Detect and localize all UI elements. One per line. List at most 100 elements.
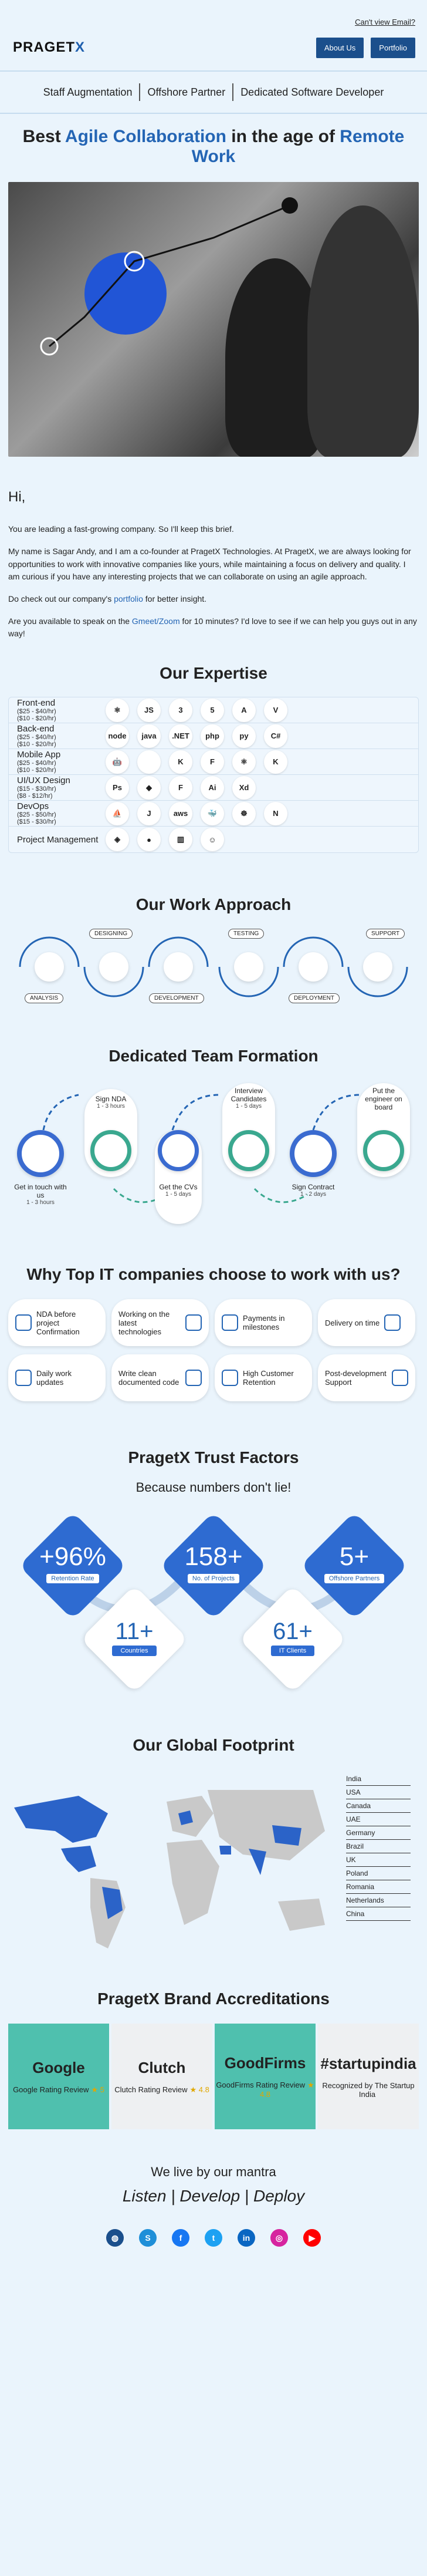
twitter-icon[interactable]: t <box>205 2229 222 2247</box>
why-card-icon <box>185 1370 202 1386</box>
service-tags: Staff Augmentation Offshore Partner Dedi… <box>0 77 427 107</box>
trello-icon: ▥ <box>169 828 192 851</box>
step-text: Get the CVs <box>159 1183 198 1191</box>
expertise-row: Back-end ($25 - $40/hr) ($10 - $20/hr) node… <box>9 723 418 749</box>
world-map-graphic <box>14 1790 325 1948</box>
stat-clients: 61+ IT Clients <box>240 1619 345 1656</box>
why-card: Write clean documented code <box>111 1354 209 1401</box>
js-icon: JS <box>137 698 161 722</box>
step-interview: Interview Candidates 1 - 5 days <box>219 1087 278 1110</box>
accreditations-title: PragetX Brand Accreditations <box>97 1990 330 2008</box>
php-icon: php <box>201 724 224 748</box>
view-email-link[interactable]: Can't view Email? <box>355 18 415 26</box>
label-designing: DESIGNING <box>89 929 133 939</box>
accreditation-label: Clutch Rating Review <box>114 2085 188 2094</box>
kotlin-alt-icon: K <box>264 750 287 774</box>
portfolio-link[interactable]: portfolio <box>114 594 143 603</box>
why-card-text: Write clean documented code <box>118 1369 179 1387</box>
why-card-icon <box>384 1314 401 1331</box>
stat-number: 11+ <box>115 1619 154 1644</box>
asana-icon: ● <box>137 828 161 851</box>
step-get-in-touch: Get in touch with us 1 - 3 hours <box>14 1183 67 1206</box>
stat-caption: Retention Rate <box>46 1574 99 1583</box>
intro-paragraph-4: Are you available to speak on the Gmeet/… <box>8 615 419 640</box>
expertise-rate: ($25 - $40/hr) <box>17 708 56 715</box>
top-bar: Can't view Email? <box>0 0 427 31</box>
expertise-icons: 🤖 K F ⚛ K <box>106 750 287 774</box>
step-time: 1 - 3 hours <box>26 1199 55 1206</box>
expertise-row: Mobile App ($25 - $40/hr) ($10 - $20/hr) 🤖 K… <box>9 749 418 775</box>
headline-mid: in the age of <box>226 127 340 146</box>
stat-projects: 158+ No. of Projects <box>161 1542 266 1583</box>
country-item: Poland <box>346 1867 411 1880</box>
p3-post: for better insight. <box>143 594 207 603</box>
linkedin-icon[interactable]: in <box>238 2229 255 2247</box>
accreditation-label: Recognized by The Startup India <box>322 2081 415 2099</box>
docker-icon: 🐳 <box>201 801 224 825</box>
instagram-icon[interactable]: ◎ <box>270 2229 288 2247</box>
why-card-text: Payments in milestones <box>243 1314 285 1331</box>
java-icon: java <box>137 724 161 748</box>
accreditation-logo: Clutch <box>138 2058 186 2076</box>
country-item: Germany <box>346 1826 411 1840</box>
accreditation-card[interactable]: Clutch Clutch Rating Review ★ 4.8 <box>111 2024 212 2129</box>
why-card-text: Daily work updates <box>36 1369 72 1387</box>
expertise-rate: ($8 - $12/hr) <box>17 793 53 800</box>
basecamp-icon: ☺ <box>201 828 224 851</box>
accreditation-rating: ★ 4.8 <box>189 2085 209 2094</box>
portfolio-button[interactable]: Portfolio <box>371 37 415 58</box>
step-time: 1 - 2 days <box>300 1191 326 1198</box>
about-us-button[interactable]: About Us <box>316 37 364 58</box>
android-icon: 🤖 <box>106 750 129 774</box>
expertise-icons: ⚛ JS 3 5 A V <box>106 698 287 722</box>
stat-partners: 5+ Offshore Partners <box>301 1542 407 1583</box>
html5-icon: 5 <box>201 698 224 722</box>
sign-nda-icon <box>90 1130 131 1171</box>
accreditation-card[interactable]: Google Google Rating Review ★ 5 <box>8 2024 109 2129</box>
expertise-title: Our Expertise <box>160 664 267 682</box>
logo[interactable]: PRAGETX <box>13 39 85 56</box>
expertise-name: Mobile App <box>17 750 61 760</box>
country-item: China <box>346 1907 411 1921</box>
expertise-label: Project Management <box>9 835 106 845</box>
react-icon: ⚛ <box>106 698 129 722</box>
footprint-title: Our Global Footprint <box>133 1736 294 1754</box>
team-formation-diagram: Get in touch with us 1 - 3 hours Sign NDA… <box>8 1083 419 1224</box>
stat-caption: Countries <box>112 1646 157 1656</box>
expertise-rate: ($15 - $30/hr) <box>17 818 56 825</box>
website-icon[interactable]: ◍ <box>106 2229 124 2247</box>
photoshop-icon: Ps <box>106 776 129 800</box>
tag-divider <box>139 83 141 101</box>
expertise-row: Front-end ($25 - $40/hr) ($10 - $20/hr) ⚛ JS… <box>9 697 418 723</box>
gmeet-zoom-link[interactable]: Gmeet/Zoom <box>131 616 180 626</box>
facebook-icon[interactable]: f <box>172 2229 189 2247</box>
accreditation-card[interactable]: GoodFirms GoodFirms Rating Review ★ 4.8 <box>215 2024 316 2129</box>
label-deployment: DEPLOYMENT <box>289 993 340 1003</box>
intro-paragraph-1: You are leading a fast-growing company. … <box>8 524 234 534</box>
label-support: SUPPORT <box>366 929 405 939</box>
step-time: 1 - 5 days <box>165 1191 191 1198</box>
skype-icon[interactable]: S <box>139 2229 157 2247</box>
expertise-label: Back-end ($25 - $40/hr) ($10 - $20/hr) <box>9 724 106 748</box>
step-text: Get in touch with us <box>14 1183 67 1199</box>
stat-number: 158+ <box>184 1542 243 1571</box>
expertise-name: Back-end <box>17 724 55 734</box>
why-card-icon <box>185 1314 202 1331</box>
accreditation-card[interactable]: #startupindia Recognized by The Startup I… <box>318 2024 419 2129</box>
stat-countries: 11+ Countries <box>82 1619 187 1656</box>
trust-factors: +96% Retention Rate 158+ No. of Projects 5… <box>8 1512 419 1712</box>
why-card-text: Post-development Support <box>325 1369 387 1387</box>
expertise-label: UI/UX Design ($15 - $30/hr) ($8 - $12/hr) <box>9 776 106 800</box>
why-card-text: High Customer Retention <box>243 1369 294 1387</box>
accreditation-logo: GoodFirms <box>224 2054 306 2072</box>
logo-x: X <box>75 39 86 55</box>
divider <box>0 70 427 72</box>
youtube-icon[interactable]: ▶ <box>303 2229 321 2247</box>
expertise-row: Project Management ◈ ● ▥ ☺ <box>9 827 418 852</box>
flutter-icon: F <box>201 750 224 774</box>
why-card-text: NDA before project Confirmation <box>36 1309 80 1336</box>
jira-icon: ◈ <box>106 828 129 851</box>
why-card-icon <box>222 1314 238 1331</box>
sign-contract-icon <box>290 1130 337 1177</box>
